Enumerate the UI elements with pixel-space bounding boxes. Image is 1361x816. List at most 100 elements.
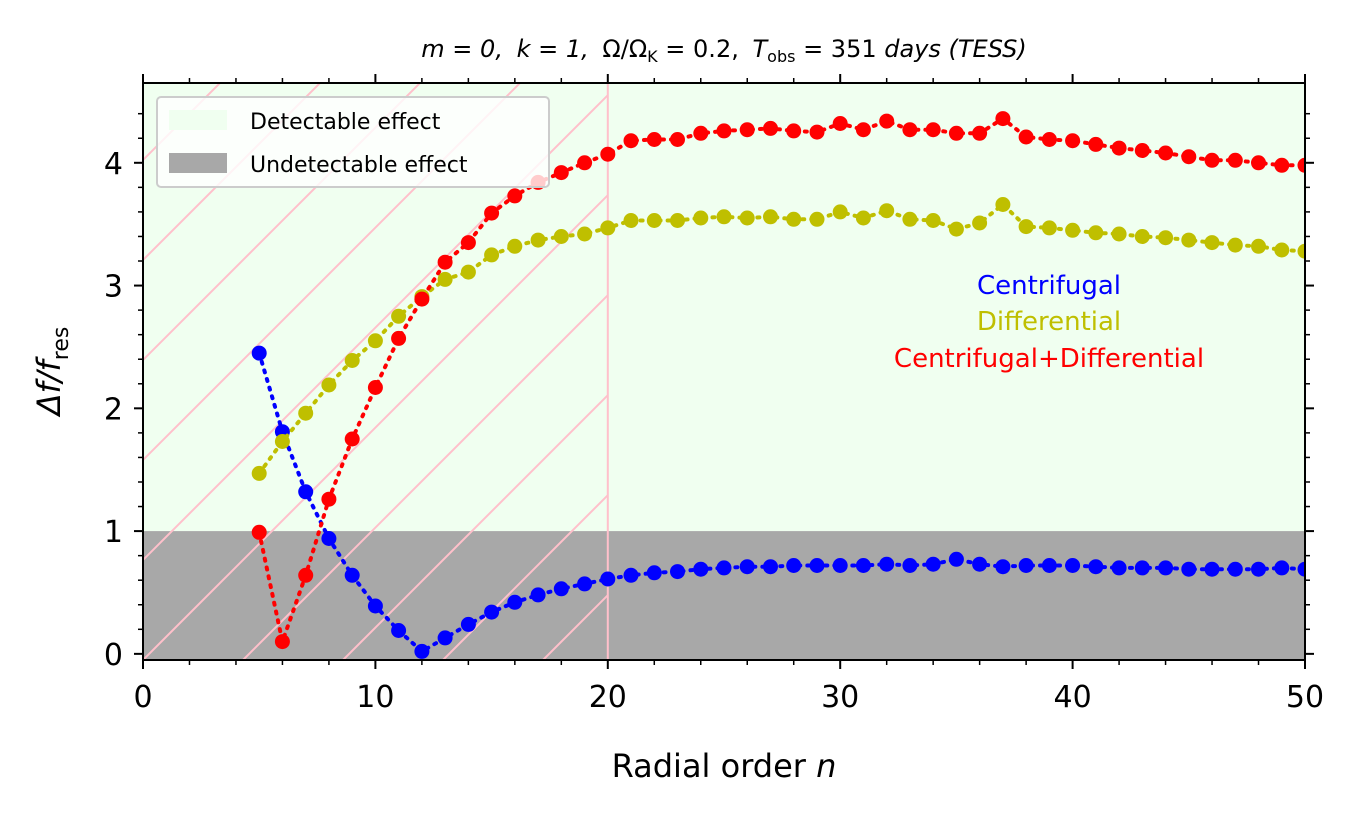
data-point <box>507 188 523 204</box>
data-point <box>693 210 709 226</box>
data-point <box>855 558 871 573</box>
data-point <box>925 556 941 572</box>
hatch-line <box>242 293 608 660</box>
data-point <box>530 587 546 603</box>
hatch-line <box>143 83 522 462</box>
data-point <box>460 616 476 632</box>
data-point <box>1297 561 1305 577</box>
data-point <box>763 120 778 136</box>
legend-box <box>156 96 550 188</box>
data-point <box>600 146 616 162</box>
data-point <box>902 122 918 138</box>
data-point <box>1227 152 1243 168</box>
data-point <box>367 598 383 614</box>
series-line-1 <box>257 201 1305 476</box>
title-t-sub: obs <box>767 47 795 66</box>
data-point <box>646 132 662 147</box>
data-point <box>1204 561 1220 577</box>
data-point <box>763 559 778 575</box>
y-axis-label-text: Δf/f <box>30 355 68 418</box>
data-point <box>344 567 360 583</box>
data-point <box>460 235 476 251</box>
title-omega: Ω/Ω <box>602 35 647 63</box>
data-point <box>1065 222 1081 238</box>
data-point <box>577 576 593 592</box>
data-point <box>437 271 453 287</box>
data-point <box>1181 561 1197 577</box>
data-point <box>460 264 476 280</box>
title-t-value: = 351 <box>795 35 884 63</box>
data-point <box>879 203 895 219</box>
hatch-line <box>143 83 422 362</box>
data-point <box>1274 560 1290 576</box>
title-m: m = 0, <box>421 35 503 63</box>
x-axis-label: Radial order n <box>612 747 837 785</box>
data-point <box>646 213 662 228</box>
axis-ticks: 0 10 20 30 40 50 0 1 2 3 4 <box>104 74 1324 715</box>
data-point <box>1227 561 1243 577</box>
data-point <box>1274 242 1290 258</box>
data-point <box>832 558 848 573</box>
data-point <box>251 345 267 361</box>
annotation-combined: Centrifugal+Differential <box>894 344 1204 374</box>
data-point <box>251 524 267 540</box>
data-point <box>693 125 709 141</box>
data-point <box>414 291 430 307</box>
data-point <box>623 133 639 149</box>
title-omega-sub: K <box>647 47 658 66</box>
data-point <box>948 125 964 141</box>
x-tick-label: 40 <box>1054 680 1092 715</box>
data-point <box>484 247 500 263</box>
title-t: T <box>752 35 769 63</box>
data-point <box>321 377 337 393</box>
x-tick-label: 50 <box>1286 680 1324 715</box>
data-point <box>972 215 988 231</box>
data-point <box>995 559 1011 575</box>
data-point <box>1158 560 1174 576</box>
data-point <box>972 125 988 141</box>
data-point <box>553 581 569 597</box>
data-point <box>786 558 802 573</box>
data-point <box>1111 560 1127 576</box>
data-point <box>1134 560 1150 576</box>
data-point <box>577 155 593 171</box>
title-omega-value: = 0.2, <box>658 35 739 63</box>
data-point <box>670 132 685 147</box>
data-point <box>274 634 290 650</box>
y-tick-label: 4 <box>104 147 123 182</box>
data-point <box>763 209 778 225</box>
data-point <box>1018 558 1034 573</box>
data-point <box>646 565 662 581</box>
data-point <box>1158 145 1174 161</box>
data-point <box>1041 558 1057 573</box>
data-point <box>786 211 802 227</box>
y-axis-label-sub: res <box>49 327 74 361</box>
data-point <box>298 405 314 421</box>
x-tick-label: 30 <box>821 680 859 715</box>
legend-swatch-detectable <box>169 110 227 130</box>
data-point <box>1111 140 1127 156</box>
x-tick-label: 0 <box>133 680 152 715</box>
data-point <box>739 559 755 575</box>
data-point <box>832 116 848 131</box>
data-point <box>716 123 732 139</box>
chart-title: m = 0, k = 1, Ω/ΩK = 0.2, Tobs = 351 day… <box>421 35 1026 66</box>
legend-swatch-undetectable <box>169 153 227 173</box>
data-point <box>995 111 1011 127</box>
hatch-line <box>442 493 608 660</box>
data-point <box>670 564 685 580</box>
title-days: days <box>884 35 941 63</box>
data-point <box>809 558 825 573</box>
data-point <box>1088 559 1104 575</box>
annotation-differential: Differential <box>977 307 1121 337</box>
data-point <box>832 204 848 220</box>
data-point <box>1158 230 1174 246</box>
data-point <box>716 560 732 576</box>
data-point <box>321 491 337 507</box>
data-point <box>1065 133 1081 149</box>
series-layer <box>251 111 1305 659</box>
legend-label-undetectable: Undetectable effect <box>250 153 468 178</box>
x-tick-label: 20 <box>589 680 627 715</box>
y-tick-label: 3 <box>104 270 123 305</box>
data-point <box>414 643 430 659</box>
